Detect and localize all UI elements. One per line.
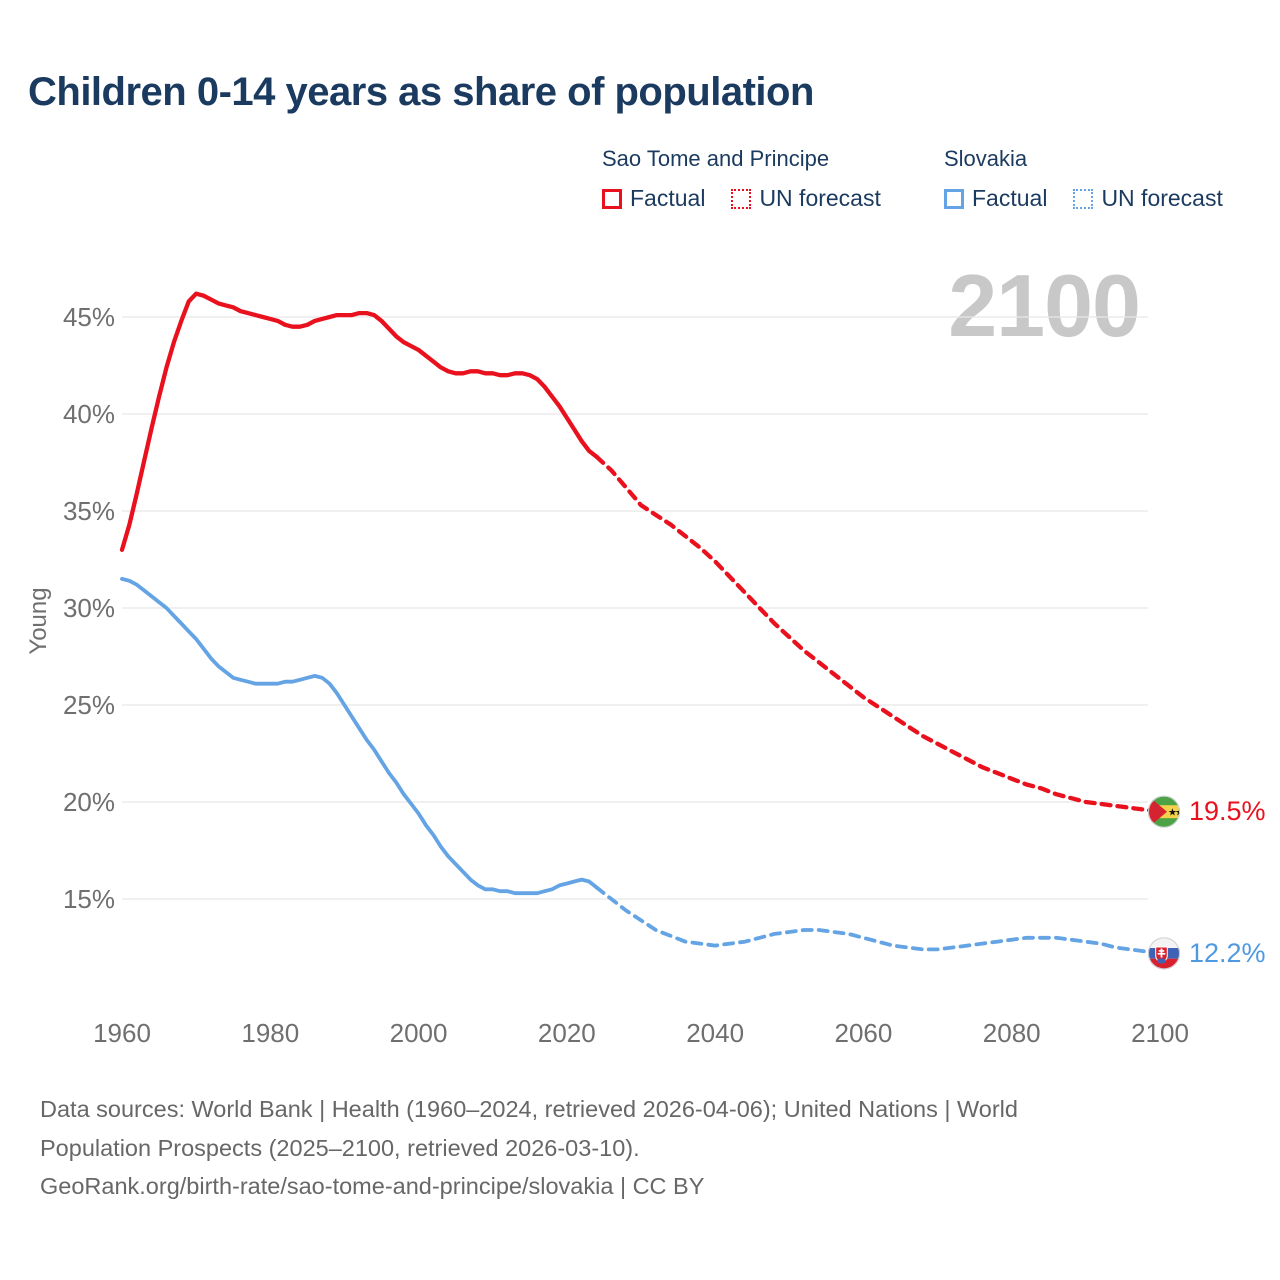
legend-swatch-forecast-icon[interactable] [731,188,752,209]
y-tick-45%: 45% [63,302,115,332]
legend-label-forecast[interactable]: UN forecast [1101,185,1223,211]
series-line-svk-forecast [594,885,1162,956]
legend-series-name: Slovakia [944,146,1028,171]
y-tick-30%: 30% [63,593,115,623]
x-tick-2040: 2040 [686,1018,744,1048]
end-value-sao-tome-and-principe: 19.5% [1189,796,1266,826]
legend-swatch-factual-icon[interactable] [944,188,964,209]
x-tick-2080: 2080 [983,1018,1041,1048]
y-tick-40%: 40% [63,399,115,429]
data-sources-line-1: Data sources: World Bank | Health (1960–… [40,1096,1018,1122]
x-tick-2020: 2020 [538,1018,596,1048]
svg-text:★: ★ [1175,807,1184,818]
series-line-stp-factual [119,291,599,552]
x-tick-2000: 2000 [390,1018,448,1048]
data-sources-note: Data sources: World Bank | Health (1960–… [40,1090,1018,1206]
data-sources-line-3: GeoRank.org/birth-rate/sao-tome-and-prin… [40,1173,705,1199]
x-tick-2100: 2100 [1131,1018,1189,1048]
page-title: Children 0-14 years as share of populati… [28,70,814,114]
svg-text:★: ★ [1168,807,1177,818]
legend-label-forecast[interactable]: UN forecast [759,185,881,211]
series-line-stp-forecast [594,454,1163,814]
legend-group-sao-tome-and-principe: Sao Tome and Principe Factual UN forecast [602,146,881,212]
y-tick-25%: 25% [63,690,115,720]
legend-series-name: Sao Tome and Principe [602,146,830,171]
y-tick-15%: 15% [63,884,115,914]
end-value-slovakia: 12.2% [1189,938,1266,968]
y-axis-title: Young [25,587,52,654]
y-tick-20%: 20% [63,787,115,817]
legend-group-slovakia: Slovakia Factual UN forecast [944,146,1223,212]
legend-swatch-factual-icon[interactable] [602,188,622,209]
chart-watermark-year: 2100 [948,256,1141,355]
legend-swatch-forecast-icon[interactable] [1073,188,1094,209]
legend-label-factual[interactable]: Factual [630,185,706,211]
data-sources-line-2: Population Prospects (2025–2100, retriev… [40,1134,640,1161]
series-line-svk-factual [120,577,599,896]
x-tick-1980: 1980 [241,1018,299,1048]
y-tick-35%: 35% [63,496,115,526]
x-tick-2060: 2060 [835,1018,893,1048]
legend-label-factual[interactable]: Factual [972,185,1048,211]
x-tick-1960: 1960 [93,1018,151,1048]
